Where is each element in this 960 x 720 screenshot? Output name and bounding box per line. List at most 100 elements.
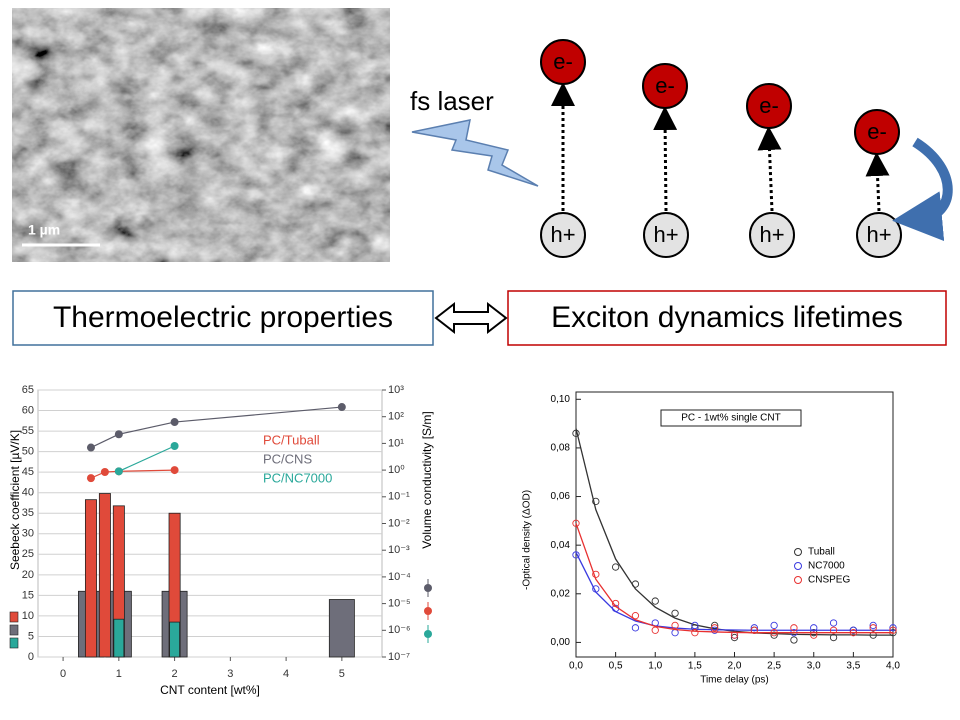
x-tick-label: 4 — [283, 668, 289, 680]
y-tick-label: 0,04 — [551, 540, 571, 551]
legend-swatch — [9, 637, 19, 649]
data-point — [711, 624, 719, 632]
relaxation-arrow — [892, 137, 953, 242]
excitation-arrow — [653, 106, 678, 212]
legend-label: PC/NC7000 — [263, 470, 332, 485]
y-tick-label: 0,08 — [551, 443, 571, 454]
data-point — [572, 429, 580, 437]
y-axis-label: -Optical density (ΔOD) — [522, 490, 533, 590]
data-point — [631, 580, 640, 588]
hole — [643, 212, 689, 258]
data-point — [711, 621, 719, 630]
data-point — [790, 624, 798, 632]
y2-tick-label: 10⁻⁷ — [388, 651, 410, 663]
x-tick-label: 1,0 — [648, 661, 662, 672]
legend-label: Tuball — [808, 547, 835, 558]
legend-label: PC/CNS — [263, 451, 312, 466]
y-tick-label: 35 — [22, 507, 34, 519]
conductivity-point — [86, 474, 95, 483]
hole — [749, 212, 795, 258]
data-point — [869, 631, 877, 639]
y-tick-label: 45 — [22, 466, 34, 478]
hole-label: h+ — [759, 222, 784, 247]
y2-tick-label: 10¹ — [388, 437, 404, 449]
legend-label: CNSPEG — [808, 575, 850, 586]
conductivity-line — [118, 445, 175, 472]
y-tick-label: 55 — [22, 425, 34, 437]
data-point — [592, 585, 600, 593]
conductivity-line — [90, 406, 342, 449]
legend-swatch — [9, 611, 19, 623]
x-tick-label: 5 — [339, 668, 345, 680]
data-point — [790, 636, 798, 644]
thermo-label: Thermoelectric properties — [53, 301, 393, 334]
x-tick-label: 1 — [116, 668, 122, 680]
y2-tick-label: 10⁻² — [388, 517, 410, 529]
legend-label: PC/Tuball — [263, 432, 320, 447]
sem-image — [12, 8, 390, 262]
electron-label: e- — [759, 93, 779, 118]
x-axis-label: CNT content [wt%] — [160, 683, 260, 697]
x-tick-label: 0,5 — [609, 661, 623, 672]
y2-tick-label: 10⁰ — [388, 464, 405, 476]
conductivity-point — [114, 467, 123, 476]
data-point — [730, 633, 739, 642]
hole-label: h+ — [550, 222, 575, 247]
y2-axis-label: Volume conductivity [S/m] — [420, 411, 434, 548]
legend-marker — [794, 576, 802, 584]
x-tick-label: 3 — [227, 668, 233, 680]
excitation-scheme: e-h+ e-h+ e-h+ e-h+ — [540, 39, 902, 258]
x-tick-label: 3,0 — [807, 661, 821, 672]
fit-line — [575, 552, 893, 631]
bar — [169, 621, 181, 658]
data-point — [829, 626, 838, 634]
excitation-arrow — [865, 152, 890, 212]
y-tick-label: 0,06 — [551, 491, 571, 502]
data-point — [631, 624, 640, 632]
exciton-box — [507, 290, 947, 346]
data-point — [750, 626, 758, 634]
legend-marker — [794, 562, 802, 570]
data-point — [889, 626, 897, 634]
electron-label: e- — [867, 119, 887, 144]
data-point — [572, 551, 580, 559]
data-point — [810, 624, 818, 632]
x-tick-label: 2,0 — [728, 661, 742, 672]
bar — [98, 493, 111, 658]
y2-tick-label: 10⁻⁴ — [388, 571, 411, 583]
y-tick-label: 0 — [28, 651, 34, 663]
legend-dot — [424, 630, 432, 638]
x-tick-label: 4,0 — [886, 661, 900, 672]
data-point — [592, 570, 600, 578]
data-point — [770, 621, 778, 630]
data-point — [849, 626, 858, 634]
electron — [642, 63, 688, 109]
y-tick-label: 0,10 — [551, 394, 571, 405]
conductivity-line — [90, 469, 175, 479]
x-tick-label: 3,5 — [846, 661, 860, 672]
data-point — [869, 621, 877, 630]
electron — [746, 83, 792, 129]
y2-tick-label: 10⁻⁶ — [388, 624, 411, 636]
plot-frame — [575, 391, 894, 658]
bar — [84, 499, 97, 658]
x-tick-label: 2,5 — [767, 661, 781, 672]
data-point — [730, 631, 739, 639]
data-point — [849, 629, 858, 637]
y-tick-label: 0,02 — [551, 588, 571, 599]
conductivity-point — [337, 403, 346, 412]
conductivity-point — [170, 418, 179, 427]
seebeck-chart: 0510152025303540455055606510⁻⁷10⁻⁶10⁻⁵10… — [8, 384, 434, 697]
y-tick-label: 15 — [22, 589, 34, 601]
data-point — [611, 599, 620, 608]
y2-tick-label: 10⁻³ — [388, 544, 410, 556]
data-point — [829, 619, 838, 627]
data-point — [691, 621, 699, 630]
legend-label: NC7000 — [808, 561, 845, 572]
data-point — [651, 626, 659, 634]
bar — [328, 599, 355, 658]
y-axis-label: Seebeck coefficient [µV/K] — [8, 430, 22, 570]
y2-tick-label: 10⁻¹ — [388, 491, 410, 503]
title-box — [660, 409, 802, 427]
